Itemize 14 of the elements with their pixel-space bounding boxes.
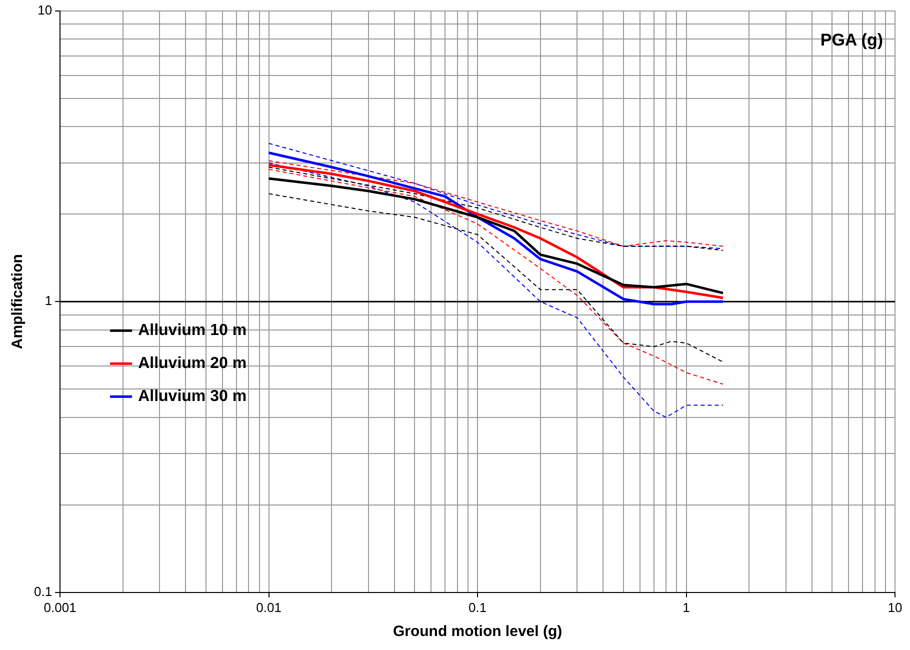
x-tick-label: 0.01 bbox=[256, 600, 282, 615]
y-tick-label: 10 bbox=[38, 2, 52, 18]
y-tick-label: 0.1 bbox=[34, 584, 52, 599]
x-tick-label: 0.001 bbox=[44, 600, 76, 615]
x-tick-label: 10 bbox=[888, 600, 902, 615]
y-axis-title: Amplification bbox=[9, 254, 26, 350]
legend-label: Alluvium 10 m bbox=[138, 322, 247, 340]
x-tick-label: 0.1 bbox=[468, 600, 487, 615]
x-tick-label: 1 bbox=[682, 600, 690, 615]
legend-label: Alluvium 20 m bbox=[138, 355, 247, 372]
annotation: PGA (g) bbox=[820, 30, 883, 50]
y-tick-label: 1 bbox=[44, 293, 52, 308]
x-axis-title: Ground motion level (g) bbox=[392, 623, 562, 640]
legend-label: Alluvium 30 m bbox=[138, 388, 247, 406]
